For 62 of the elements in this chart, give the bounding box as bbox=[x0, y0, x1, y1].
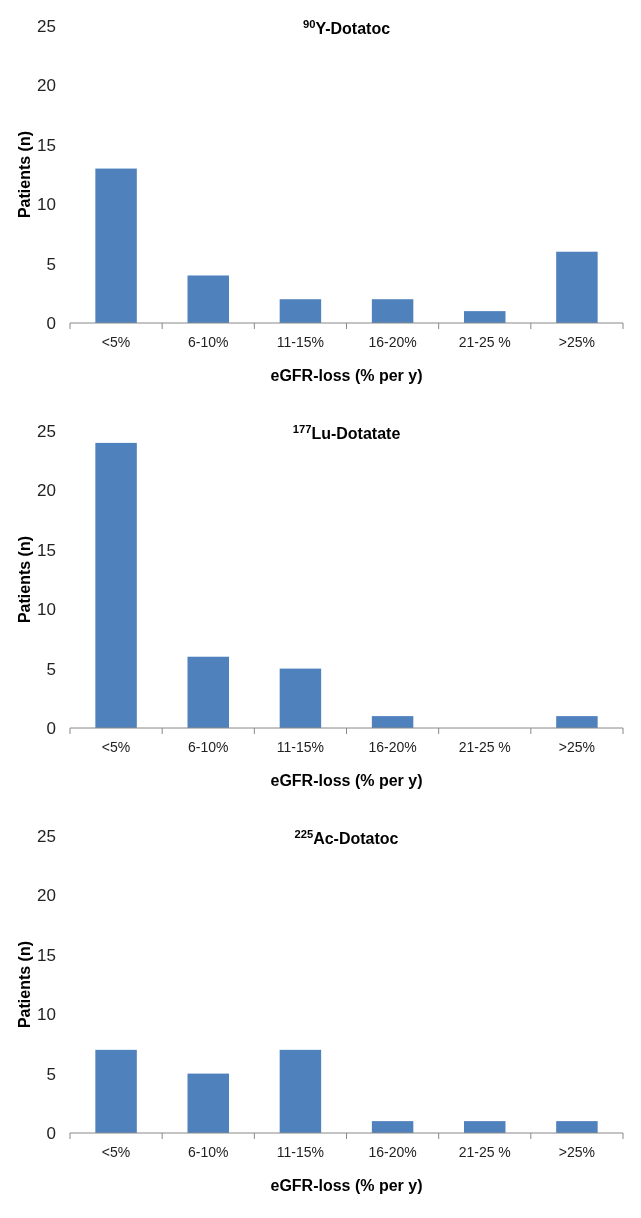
chart-title: $^{90}$Y-Dotatoc bbox=[302, 18, 391, 37]
bar bbox=[95, 1049, 137, 1133]
y-tick-label: 0 bbox=[46, 1123, 56, 1143]
bar bbox=[187, 275, 229, 323]
x-tick-label: 21-25 % bbox=[458, 1144, 511, 1160]
x-tick-label: 16-20% bbox=[368, 739, 417, 755]
y-tick-label: 15 bbox=[37, 540, 56, 560]
bar bbox=[279, 1049, 322, 1133]
bar bbox=[556, 1121, 598, 1133]
bar bbox=[556, 716, 598, 728]
x-tick-label: 16-20% bbox=[368, 1144, 417, 1160]
x-axis-title: eGFR-loss (% per y) bbox=[270, 367, 423, 384]
x-tick-label: 6-10% bbox=[188, 1144, 229, 1160]
y-tick-label: 25 bbox=[37, 826, 56, 846]
x-tick-label: <5% bbox=[101, 739, 131, 755]
x-tick-label: <5% bbox=[101, 1144, 131, 1160]
y-tick-label: 15 bbox=[37, 135, 56, 155]
bar bbox=[371, 299, 414, 323]
y-tick-label: 25 bbox=[37, 421, 56, 441]
y-tick-label: 5 bbox=[46, 1064, 56, 1084]
x-tick-label: 21-25 % bbox=[458, 739, 511, 755]
y-tick-label: 0 bbox=[46, 313, 56, 333]
y-tick-label: 5 bbox=[46, 659, 56, 679]
bar bbox=[279, 299, 322, 323]
x-tick-label: 21-25 % bbox=[458, 334, 511, 350]
x-axis-title: eGFR-loss (% per y) bbox=[270, 772, 423, 789]
x-tick-label: >25% bbox=[558, 1144, 596, 1160]
x-tick-label: <5% bbox=[101, 334, 131, 350]
y-tick-label: 15 bbox=[37, 945, 56, 965]
y-tick-label: 20 bbox=[37, 481, 56, 501]
chart-title: $^{225}$Ac-Dotatoc bbox=[294, 828, 399, 847]
x-tick-label: 6-10% bbox=[188, 739, 229, 755]
bar bbox=[279, 668, 322, 728]
bar bbox=[187, 656, 229, 728]
x-tick-label: >25% bbox=[558, 334, 596, 350]
y-tick-label: 20 bbox=[37, 76, 56, 96]
chart-title: $^{177}$Lu-Dotatate bbox=[292, 423, 401, 442]
y-axis-title: Patients (n) bbox=[16, 130, 33, 219]
x-tick-label: >25% bbox=[558, 739, 596, 755]
bar bbox=[371, 716, 414, 728]
x-tick-label: 6-10% bbox=[188, 334, 229, 350]
y-axis-title: Patients (n) bbox=[16, 940, 33, 1029]
x-tick-label: 11-15% bbox=[276, 1144, 325, 1160]
bar bbox=[95, 442, 137, 728]
bar bbox=[95, 168, 137, 323]
x-tick-label: 16-20% bbox=[368, 334, 417, 350]
y-axis-title: Patients (n) bbox=[16, 535, 33, 624]
y-tick-label: 0 bbox=[46, 718, 56, 738]
bar bbox=[556, 251, 598, 323]
x-axis-title: eGFR-loss (% per y) bbox=[270, 1177, 423, 1194]
y-tick-label: 10 bbox=[37, 600, 56, 620]
bar bbox=[187, 1073, 229, 1133]
y-tick-label: 5 bbox=[46, 254, 56, 274]
y-tick-label: 20 bbox=[37, 886, 56, 906]
x-tick-label: 11-15% bbox=[276, 739, 325, 755]
y-tick-label: 10 bbox=[37, 195, 56, 215]
y-tick-label: 25 bbox=[37, 16, 56, 36]
bar bbox=[464, 1121, 506, 1133]
bar bbox=[371, 1121, 414, 1133]
y-tick-label: 10 bbox=[37, 1005, 56, 1025]
bar bbox=[464, 311, 506, 323]
x-tick-label: 11-15% bbox=[276, 334, 325, 350]
